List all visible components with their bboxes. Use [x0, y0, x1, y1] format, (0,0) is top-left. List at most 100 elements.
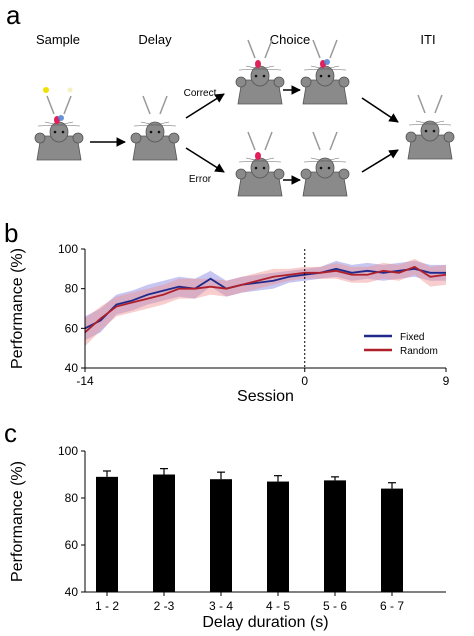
x-tick-label: 0	[301, 374, 308, 388]
rat-ear-line	[312, 39, 321, 59]
rat-whisker	[429, 120, 445, 125]
rat-eye	[157, 130, 161, 134]
rat-whisker	[310, 65, 326, 70]
rat-paw	[168, 132, 180, 144]
rat-icon	[235, 39, 285, 105]
stage-label-delay: Delay	[138, 32, 172, 47]
bar	[210, 479, 232, 592]
band-fixed	[85, 260, 446, 341]
rat-ear-line	[329, 131, 338, 151]
series-line-fixed	[84, 267, 446, 330]
panel-a-letter: a	[6, 0, 21, 30]
rat-whisker	[324, 68, 347, 71]
bar	[96, 476, 118, 592]
panel-b-x-axis-label: Session	[237, 388, 294, 405]
bar	[153, 474, 175, 592]
rat-paw	[338, 76, 350, 88]
rat-paw	[443, 131, 455, 143]
rat-whisker	[140, 121, 156, 126]
rat-whisker	[408, 123, 431, 126]
rat-eye	[262, 74, 266, 78]
rat-whisker	[133, 124, 156, 127]
rat-whisker	[324, 65, 340, 70]
rat-whisker	[429, 123, 452, 126]
rat-whisker	[238, 160, 261, 163]
x-tick-label: 1 - 2	[95, 599, 119, 613]
y-tick-label: 60	[65, 321, 79, 335]
rat-ear-line	[312, 131, 321, 151]
y-tick-label: 40	[65, 361, 79, 375]
legend-label-random: Random	[400, 346, 438, 357]
rat-whisker	[324, 157, 340, 162]
rat-eye	[319, 74, 323, 78]
panel-c-y-axis-label: Performance (%)	[9, 461, 26, 582]
rat-ear-line	[417, 94, 426, 114]
x-tick-label: 6 - 7	[380, 599, 404, 613]
rat-icon	[235, 131, 285, 197]
rat-icon	[130, 95, 180, 161]
stage-label-sample: Sample	[36, 32, 80, 47]
y-tick-label: 100	[58, 242, 78, 256]
legend-label-fixed: Fixed	[400, 332, 424, 343]
rat-ear-line	[264, 39, 273, 59]
rat-whisker	[58, 121, 74, 126]
bar	[381, 488, 403, 592]
x-tick-label: 2 -3	[154, 599, 175, 613]
rat-paw	[130, 132, 142, 144]
flow-arrow	[185, 147, 225, 173]
rat-paw	[34, 132, 46, 144]
rat-ear-line	[247, 131, 256, 151]
reward-port-pink	[255, 152, 261, 160]
rat-whisker	[154, 124, 177, 127]
rat-paw	[273, 76, 285, 88]
sample-light-pale	[67, 87, 73, 93]
stage-label-choice: Choice	[270, 32, 310, 47]
x-tick-label: -14	[76, 374, 94, 388]
reward-port-blue	[324, 59, 330, 65]
rat-ear-line	[329, 39, 338, 59]
rat-paw	[338, 168, 350, 180]
rat-eye	[61, 130, 65, 134]
panel-c-x-axis-label: Delay duration (s)	[202, 614, 328, 631]
bar	[324, 480, 346, 592]
rat-ear-line	[264, 131, 273, 151]
panel-b-letter: b	[4, 218, 18, 248]
rat-icon	[34, 95, 84, 161]
rat-whisker	[245, 157, 261, 162]
panel-b-y-axis-label: Performance (%)	[9, 248, 26, 369]
rat-whisker	[415, 120, 431, 125]
rat-whisker	[303, 68, 326, 71]
rat-paw	[300, 76, 312, 88]
rat-ear-line	[434, 94, 443, 114]
x-tick-label: 3 - 4	[209, 599, 233, 613]
stage-label-iti: ITI	[420, 32, 435, 47]
rat-icon	[300, 131, 350, 197]
rat-ear-line	[142, 95, 151, 115]
rat-head	[145, 121, 165, 143]
panel-c: c Performance (%) Delay duration (s) 1 -…	[4, 418, 446, 631]
bar	[267, 481, 289, 592]
rat-whisker	[44, 121, 60, 126]
rat-head	[315, 157, 335, 179]
y-tick-label: 100	[58, 444, 78, 458]
rat-whisker	[58, 124, 81, 127]
panel-a: a Sample Delay Choice ITI Correct Error	[6, 0, 455, 197]
x-tick-label: 5 - 6	[323, 599, 347, 613]
x-tick-label: 4 - 5	[266, 599, 290, 613]
rat-paw	[235, 76, 247, 88]
rat-whisker	[259, 160, 282, 163]
rat-eye	[254, 166, 258, 170]
rat-ear-line	[159, 95, 168, 115]
y-tick-label: 80	[65, 282, 79, 296]
rat-whisker	[154, 121, 170, 126]
rat-whisker	[303, 160, 326, 163]
rat-ear-line	[46, 95, 55, 115]
x-tick-label: 9	[443, 374, 450, 388]
rat-whisker	[310, 157, 326, 162]
rat-paw	[72, 132, 84, 144]
rat-paw	[300, 168, 312, 180]
panel-c-letter: c	[4, 418, 17, 448]
rat-eye	[254, 74, 258, 78]
y-tick-label: 80	[65, 491, 79, 505]
